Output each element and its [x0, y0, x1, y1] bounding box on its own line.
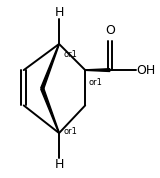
Polygon shape — [41, 44, 59, 89]
Text: H: H — [54, 158, 64, 171]
Text: OH: OH — [137, 64, 156, 77]
Text: or1: or1 — [88, 78, 102, 87]
Polygon shape — [41, 88, 59, 133]
Text: H: H — [54, 6, 64, 19]
Text: or1: or1 — [64, 127, 78, 136]
Polygon shape — [85, 69, 110, 72]
Text: O: O — [105, 24, 115, 37]
Text: or1: or1 — [64, 50, 78, 59]
